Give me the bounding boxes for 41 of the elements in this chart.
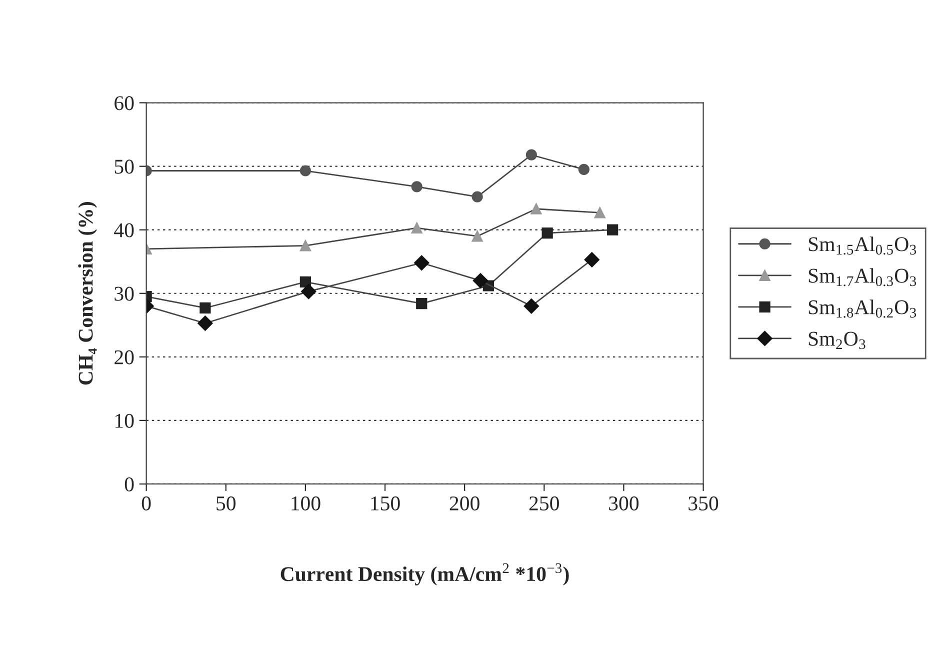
point xyxy=(607,224,618,236)
y-tick-label: 30 xyxy=(114,286,134,301)
x-tick-label: 50 xyxy=(216,496,236,510)
point xyxy=(300,165,312,176)
point xyxy=(524,298,539,314)
x-tick-label: 100 xyxy=(292,496,320,510)
x-tick-label: 200 xyxy=(450,496,480,510)
y-axis-title: CH₄ Conversion (%) xyxy=(78,202,98,385)
legend-label: Sm$_{2}$O$_{3}$ xyxy=(808,332,866,350)
point xyxy=(526,149,537,160)
point xyxy=(472,230,483,242)
x-tick-label: 300 xyxy=(609,496,639,510)
legend-label: Sm$_{1.7}$Al$_{0.3}$O$_{3}$ xyxy=(808,268,916,286)
point xyxy=(411,222,422,234)
y-tick-label: 0 xyxy=(124,477,134,492)
point xyxy=(530,203,542,214)
x-axis-title: Current Density (mA/cm$^{2}$ *10$^{−3}$) xyxy=(280,563,569,586)
y-tick-label: 20 xyxy=(114,350,134,364)
point xyxy=(200,302,211,314)
point xyxy=(578,164,590,176)
y-tick-label: 10 xyxy=(116,414,134,428)
point xyxy=(300,240,312,252)
y-tick-label: 60 xyxy=(114,96,134,110)
x-tick-label: 150 xyxy=(371,496,400,510)
x-tick-label: 0 xyxy=(142,496,151,510)
x-tick-label: 350 xyxy=(688,496,718,510)
point xyxy=(411,181,422,192)
point xyxy=(414,255,430,270)
legend-label: Sm$_{1.5}$Al$_{0.5}$O$_{3}$ xyxy=(808,236,916,255)
point xyxy=(472,273,488,288)
legend-label: Sm$_{1.8}$Al$_{0.2}$O$_{3}$ xyxy=(808,300,916,318)
point xyxy=(542,227,553,239)
point xyxy=(594,207,606,218)
point xyxy=(584,252,600,268)
point xyxy=(472,191,483,202)
x-tick-label: 250 xyxy=(529,496,559,510)
y-tick-label: 50 xyxy=(114,160,134,174)
y-tick-label: 40 xyxy=(114,223,134,238)
point xyxy=(198,316,213,331)
point xyxy=(416,298,428,310)
point xyxy=(301,284,316,300)
